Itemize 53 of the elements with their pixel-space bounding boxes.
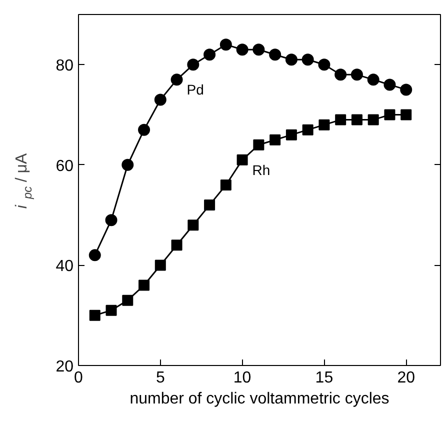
y-tick-label: 20 [56,358,74,376]
point [187,58,200,71]
point [318,58,330,71]
point [220,38,232,51]
point [400,109,412,120]
point [351,114,362,126]
y-tick-label: 60 [56,158,74,175]
point [138,124,150,136]
point [350,68,363,81]
point [270,134,281,146]
point [170,74,183,86]
x-tick-label: 15 [315,370,334,386]
point [368,114,379,126]
point [171,240,182,251]
point [138,280,150,291]
point [286,129,297,140]
point [204,200,216,211]
point [105,214,118,226]
point [204,48,216,61]
x-axis-title: number of cyclic voltammetric cycles [130,390,390,408]
point [220,179,232,190]
point [88,249,101,262]
x-tick-label: 5 [156,370,165,386]
point [252,44,265,56]
point [269,48,282,61]
point [367,74,380,86]
point [236,44,248,56]
y-tick-label: 40 [56,258,74,276]
x-tick-label: 0 [74,370,84,386]
x-tick-label: 20 [397,370,416,386]
point [122,294,134,306]
y-tick-label: 80 [56,58,74,75]
series-label: Rh [252,162,270,178]
point [188,220,199,231]
point [253,139,264,150]
x-tick-label: 10 [233,370,252,386]
point [122,158,134,171]
point [285,54,298,66]
y-axis-title: ipc / μA [14,153,34,209]
point [89,310,100,321]
point [384,109,396,120]
point [334,68,347,81]
point [236,154,248,166]
point [154,94,166,106]
point [106,304,117,316]
point [302,54,314,66]
point [400,84,412,96]
point [384,78,396,91]
point [302,124,314,136]
point [154,260,166,271]
point [318,119,330,130]
point [335,114,346,126]
series-label: Pd [186,82,204,98]
